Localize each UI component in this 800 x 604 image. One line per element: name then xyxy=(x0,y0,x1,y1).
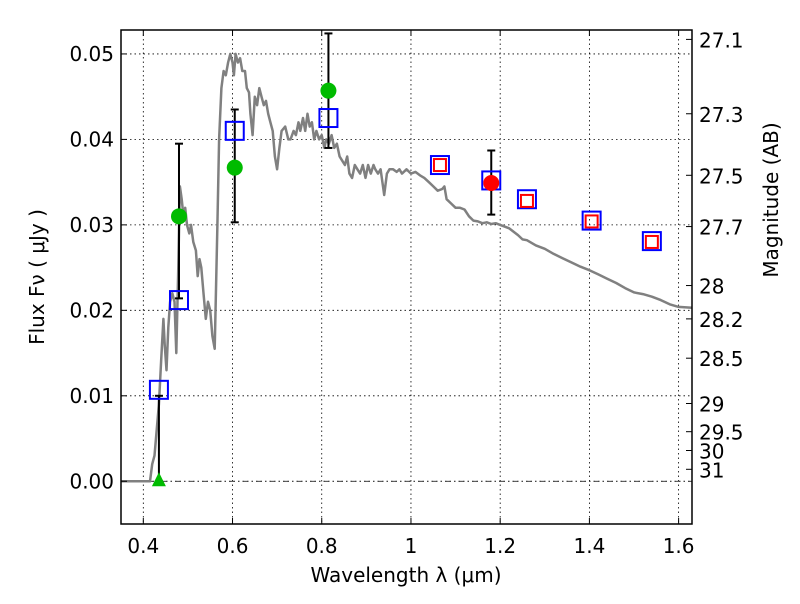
red-square-marker xyxy=(644,234,659,249)
y2-tick-label: 29 xyxy=(699,392,724,416)
y2-tick-label: 28 xyxy=(699,275,724,299)
ticks: 0.4 0.6 0.8 1 1.2 1.4 1.6 0.00 0.01 0.02 0.03 0.04 0… xyxy=(69,28,743,558)
y-tick-label: 0.00 xyxy=(69,469,114,493)
y2-axis-label: Magnitude (AB) xyxy=(759,122,783,277)
spectrum-line xyxy=(121,52,693,483)
y2-tick-label: 27.7 xyxy=(699,216,744,240)
blue-square-marker xyxy=(581,210,602,231)
series xyxy=(121,32,693,487)
x-tick-label: 1.4 xyxy=(573,534,605,558)
y-tick-label: 0.03 xyxy=(69,213,114,237)
plot-frame xyxy=(120,29,693,525)
red-square-marker xyxy=(584,214,599,229)
x-tick-label: 1.2 xyxy=(484,534,516,558)
green-circle-marker xyxy=(226,159,243,176)
y2-tick-label: 27.3 xyxy=(699,103,744,127)
blue-square-marker xyxy=(148,379,169,400)
y2-tick-label: 28.5 xyxy=(699,347,744,371)
green-circle-marker xyxy=(320,82,337,99)
red-circle-marker xyxy=(483,174,500,191)
y-tick-label: 0.05 xyxy=(69,42,114,66)
blue-square-marker xyxy=(168,290,189,311)
y-tick-label: 0.04 xyxy=(69,127,114,151)
x-tick-label: 0.6 xyxy=(217,534,249,558)
x-tick-label: 0.4 xyxy=(127,534,159,558)
y-tick-label: 0.02 xyxy=(69,298,114,322)
y2-tick-label: 27.1 xyxy=(699,28,744,52)
green-triangle-marker xyxy=(151,472,166,487)
y-axis-label: Flux Fν ( μJy ) xyxy=(25,209,49,345)
blue-square-marker xyxy=(224,120,245,141)
x-tick-label: 0.8 xyxy=(306,534,338,558)
blue-square-marker xyxy=(429,155,450,176)
blue-square-marker xyxy=(318,108,339,129)
y2-tick-label: 29.5 xyxy=(699,421,744,445)
y-tick-label: 0.01 xyxy=(69,384,114,408)
blue-square-marker xyxy=(516,189,537,210)
y2-tick-label: 31 xyxy=(699,458,724,482)
x-axis-label: Wavelength λ (μm) xyxy=(310,563,501,587)
x-tick-label: 1 xyxy=(405,534,418,558)
y2-tick-label: 28.2 xyxy=(699,308,744,332)
x-tick-label: 1.6 xyxy=(663,534,695,558)
y2-tick-label: 27.5 xyxy=(699,164,744,188)
y2-tick-label: 30 xyxy=(699,439,724,463)
blue-square-marker xyxy=(641,231,662,252)
red-square-marker xyxy=(432,158,447,173)
green-circle-marker xyxy=(170,208,187,225)
red-square-marker xyxy=(519,193,534,208)
